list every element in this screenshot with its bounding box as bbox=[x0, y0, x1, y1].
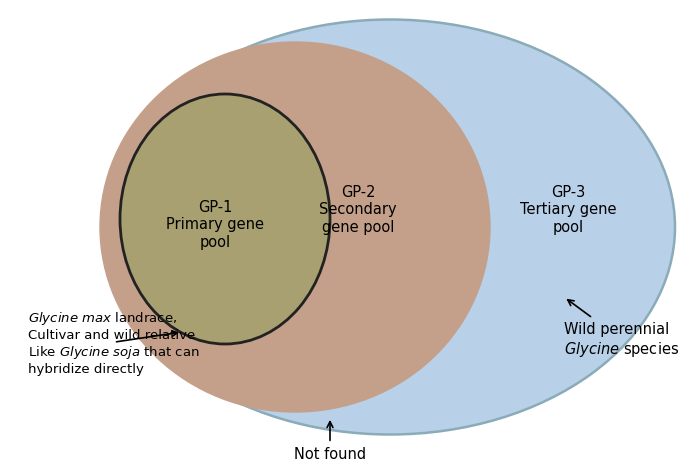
Text: Not found: Not found bbox=[294, 422, 366, 459]
Text: GP-3
Tertiary gene
pool: GP-3 Tertiary gene pool bbox=[520, 185, 616, 235]
Text: $\mathit{Glycine}$ $\mathit{max}$ landrace,
Cultivar and wild relative
Like $\ma: $\mathit{Glycine}$ $\mathit{max}$ landra… bbox=[28, 309, 199, 375]
Ellipse shape bbox=[100, 43, 490, 412]
Ellipse shape bbox=[105, 21, 675, 435]
Text: GP-1
Primary gene
pool: GP-1 Primary gene pool bbox=[166, 200, 264, 249]
Text: GP-2
Secondary
gene pool: GP-2 Secondary gene pool bbox=[319, 185, 397, 235]
Text: Wild perennial
$\mathit{Glycine}$ species: Wild perennial $\mathit{Glycine}$ specie… bbox=[564, 300, 679, 358]
Ellipse shape bbox=[120, 95, 330, 344]
